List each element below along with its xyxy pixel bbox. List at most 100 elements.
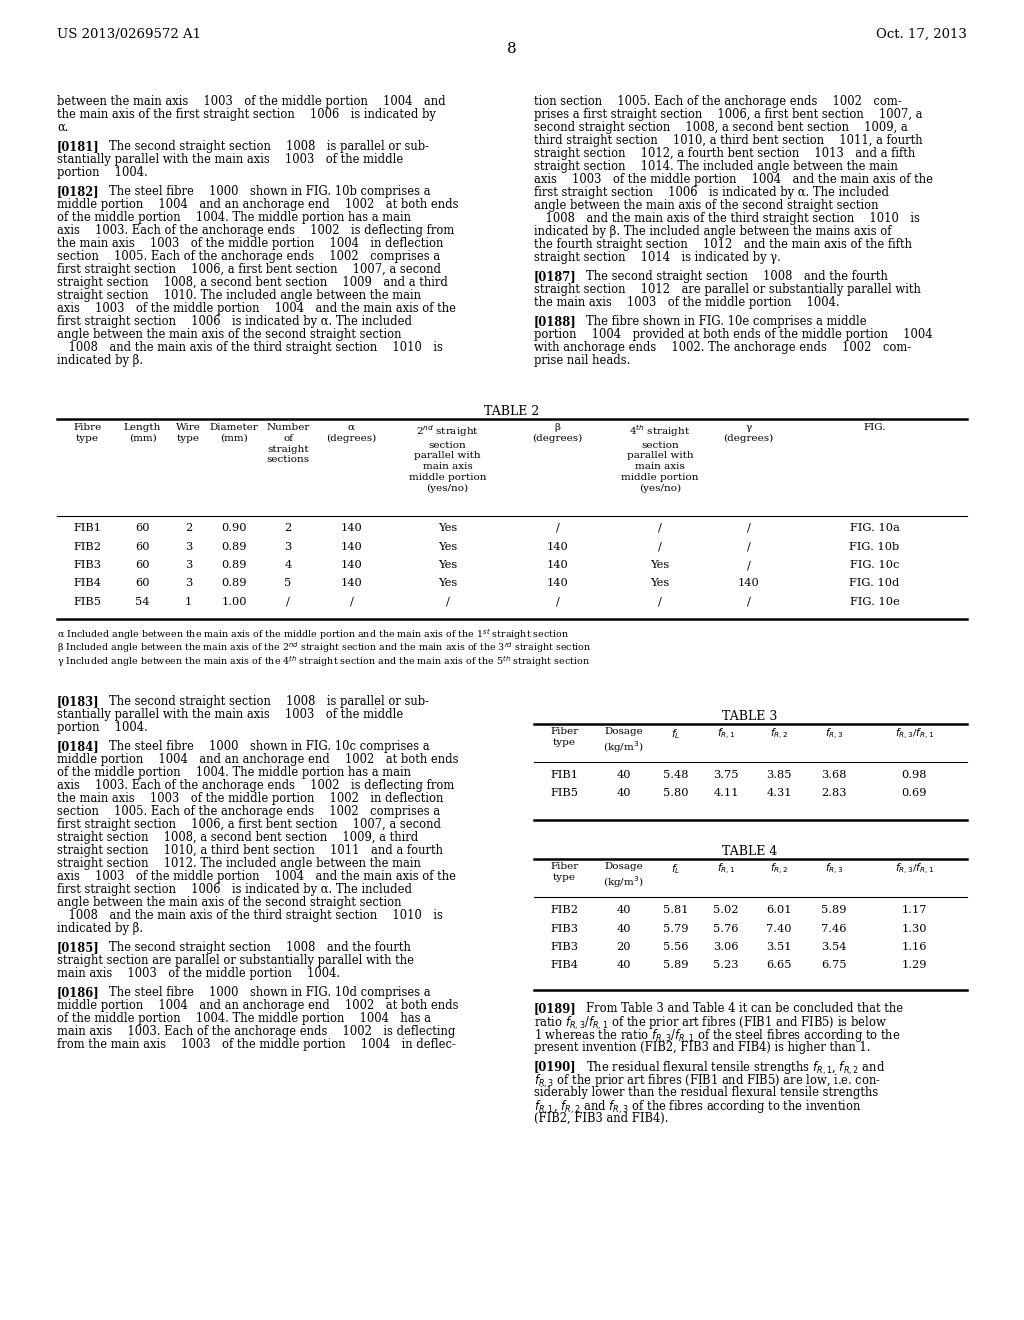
Text: 60: 60 [135, 560, 150, 570]
Text: middle portion  1004 and an anchorage end  1002 at both ends: middle portion 1004 and an anchorage end… [57, 198, 459, 211]
Text: Wire
type: Wire type [176, 422, 201, 442]
Text: 3: 3 [185, 560, 193, 570]
Text: of the middle portion  1004. The middle portion has a main: of the middle portion 1004. The middle p… [57, 766, 411, 779]
Text: [0183]: [0183] [57, 696, 99, 708]
Text: From Table 3 and Table 4 it can be concluded that the: From Table 3 and Table 4 it can be concl… [586, 1002, 903, 1015]
Text: $f_{R,2}$: $f_{R,2}$ [770, 862, 788, 876]
Text: [0185]: [0185] [57, 941, 99, 954]
Text: 3.75: 3.75 [714, 770, 738, 780]
Text: The steel fibre  1000 shown in FIG. 10⁣d comprises a: The steel fibre 1000 shown in FIG. 10⁣d … [109, 986, 431, 999]
Text: 40: 40 [616, 906, 631, 915]
Text: 4$^{th}$ straight
section
parallel with
main axis
middle portion
(yes/no): 4$^{th}$ straight section parallel with … [622, 422, 698, 492]
Text: (FIB2, FIB3 and FIB4).: (FIB2, FIB3 and FIB4). [534, 1111, 669, 1125]
Text: Oct. 17, 2013: Oct. 17, 2013 [877, 28, 967, 41]
Text: FIB1: FIB1 [551, 770, 579, 780]
Text: γ Included angle between the main axis of the 4$^{th}$ straight section and the : γ Included angle between the main axis o… [57, 653, 590, 669]
Text: /: / [286, 597, 290, 607]
Text: 40: 40 [616, 961, 631, 970]
Text: angle between the main axis of the second straight section: angle between the main axis of the secon… [534, 199, 879, 213]
Text: γ
(degrees): γ (degrees) [723, 422, 773, 444]
Text: main axis  1003. Each of the anchorage ends  1002 is deflecting: main axis 1003. Each of the anchorage en… [57, 1026, 456, 1038]
Text: 20: 20 [616, 942, 631, 952]
Text: $f_{R,3}$ of the prior art fibres (FIB1 and FIB5) are low, i.e. con-: $f_{R,3}$ of the prior art fibres (FIB1 … [534, 1073, 881, 1090]
Text: US 2013/0269572 A1: US 2013/0269572 A1 [57, 28, 201, 41]
Text: the main axis of the first straight section  1006 is indicated by: the main axis of the first straight sect… [57, 108, 436, 121]
Text: FIB1: FIB1 [74, 523, 101, 533]
Text: 8: 8 [507, 42, 517, 55]
Text: FIG. 10c: FIG. 10c [850, 560, 899, 570]
Text: first straight section  1006 is indicated by α. The included: first straight section 1006 is indicated… [534, 186, 889, 199]
Text: 5.56: 5.56 [664, 942, 689, 952]
Text: $f_{R,3}$: $f_{R,3}$ [824, 862, 843, 876]
Text: prise nail heads.: prise nail heads. [534, 354, 631, 367]
Text: stantially parallel with the main axis  1003 of the middle: stantially parallel with the main axis 1… [57, 708, 403, 721]
Text: second straight section  1008, a second bent section  1009, a: second straight section 1008, a second b… [534, 121, 907, 135]
Text: 5.89: 5.89 [664, 961, 689, 970]
Text: 1.17: 1.17 [902, 906, 928, 915]
Text: [0187]: [0187] [534, 271, 577, 282]
Text: 7.40: 7.40 [766, 924, 792, 933]
Text: The fibre shown in FIG. 10⁣e comprises a middle: The fibre shown in FIG. 10⁣e comprises a… [586, 315, 866, 327]
Text: FIG. 10b: FIG. 10b [849, 541, 900, 552]
Text: 3.68: 3.68 [821, 770, 847, 780]
Text: FIG. 10a: FIG. 10a [850, 523, 899, 533]
Text: straight section  1010, a third bent section  1011 and a fourth: straight section 1010, a third bent sect… [57, 843, 443, 857]
Text: 0.90: 0.90 [221, 523, 247, 533]
Text: Dosage
(kg/m$^3$): Dosage (kg/m$^3$) [603, 862, 644, 890]
Text: indicated by β. The included angle between the mains axis of: indicated by β. The included angle betwe… [534, 224, 892, 238]
Text: straight section  1014. The included angle between the main: straight section 1014. The included angl… [534, 160, 898, 173]
Text: The steel fibre  1000 shown in FIG. 10⁣b comprises a: The steel fibre 1000 shown in FIG. 10⁣b … [109, 185, 430, 198]
Text: 0.89: 0.89 [221, 578, 247, 589]
Text: $f_L$: $f_L$ [672, 727, 681, 741]
Text: straight section  1012. The included angle between the main: straight section 1012. The included angl… [57, 857, 421, 870]
Text: of the middle portion  1004. The middle portion  1004 has a: of the middle portion 1004. The middle p… [57, 1012, 431, 1026]
Text: FIB3: FIB3 [74, 560, 101, 570]
Text: 3.06: 3.06 [714, 942, 738, 952]
Text: α
(degrees): α (degrees) [327, 422, 377, 444]
Text: 6.75: 6.75 [821, 961, 847, 970]
Text: [0181]: [0181] [57, 140, 99, 153]
Text: Fiber
type: Fiber type [550, 727, 579, 747]
Text: first straight section  1006 is indicated by α. The included: first straight section 1006 is indicated… [57, 315, 412, 327]
Text: 0.89: 0.89 [221, 541, 247, 552]
Text: β
(degrees): β (degrees) [532, 422, 583, 444]
Text: 140: 140 [547, 541, 568, 552]
Text: TABLE 2: TABLE 2 [484, 405, 540, 418]
Text: from the main axis  1003 of the middle portion  1004 in deflec-: from the main axis 1003 of the middle po… [57, 1038, 456, 1051]
Text: Number
of
straight
sections: Number of straight sections [266, 422, 309, 465]
Text: 2: 2 [185, 523, 193, 533]
Text: straight section are parallel or substantially parallel with the: straight section are parallel or substan… [57, 954, 414, 968]
Text: 5.80: 5.80 [664, 788, 689, 799]
Text: Length
(mm): Length (mm) [124, 422, 161, 442]
Text: straight section  1012, a fourth bent section  1013 and a fifth: straight section 1012, a fourth bent sec… [534, 147, 915, 160]
Text: /: / [658, 597, 662, 607]
Text: 0.89: 0.89 [221, 560, 247, 570]
Text: section  1005. Each of the anchorage ends  1002 comprises a: section 1005. Each of the anchorage ends… [57, 249, 440, 263]
Text: 5.89: 5.89 [821, 906, 847, 915]
Text: portion  1004.: portion 1004. [57, 721, 147, 734]
Text: section  1005. Each of the anchorage ends  1002 comprises a: section 1005. Each of the anchorage ends… [57, 805, 440, 818]
Text: 2: 2 [285, 523, 292, 533]
Text: prises a first straight section  1006, a first bent section  1007, a: prises a first straight section 1006, a … [534, 108, 923, 121]
Text: Yes: Yes [438, 541, 457, 552]
Text: 4.31: 4.31 [766, 788, 792, 799]
Text: portion  1004 provided at both ends of the middle portion  1004: portion 1004 provided at both ends of th… [534, 327, 933, 341]
Text: Yes: Yes [438, 578, 457, 589]
Text: [0182]: [0182] [57, 185, 99, 198]
Text: 3: 3 [185, 541, 193, 552]
Text: straight section  1008, a second bent section  1009 and a third: straight section 1008, a second bent sec… [57, 276, 447, 289]
Text: first straight section  1006, a first bent section  1007, a second: first straight section 1006, a first ben… [57, 818, 441, 832]
Text: 5.02: 5.02 [714, 906, 738, 915]
Text: 0.98: 0.98 [902, 770, 928, 780]
Text: siderably lower than the residual flexural tensile strengths: siderably lower than the residual flexur… [534, 1086, 879, 1100]
Text: axis  1003 of the middle portion  1004 and the main axis of the: axis 1003 of the middle portion 1004 and… [534, 173, 933, 186]
Text: axis  1003. Each of the anchorage ends  1002 is deflecting from: axis 1003. Each of the anchorage ends 10… [57, 224, 455, 238]
Text: FIB2: FIB2 [551, 906, 579, 915]
Text: with anchorage ends  1002. The anchorage ends  1002 com-: with anchorage ends 1002. The anchorage … [534, 341, 911, 354]
Text: [0189]: [0189] [534, 1002, 577, 1015]
Text: 5.76: 5.76 [714, 924, 738, 933]
Text: FIG. 10e: FIG. 10e [850, 597, 899, 607]
Text: FIB3: FIB3 [551, 942, 579, 952]
Text: 6.01: 6.01 [766, 906, 792, 915]
Text: the main axis  1003 of the middle portion  1002 in deflection: the main axis 1003 of the middle portion… [57, 792, 443, 805]
